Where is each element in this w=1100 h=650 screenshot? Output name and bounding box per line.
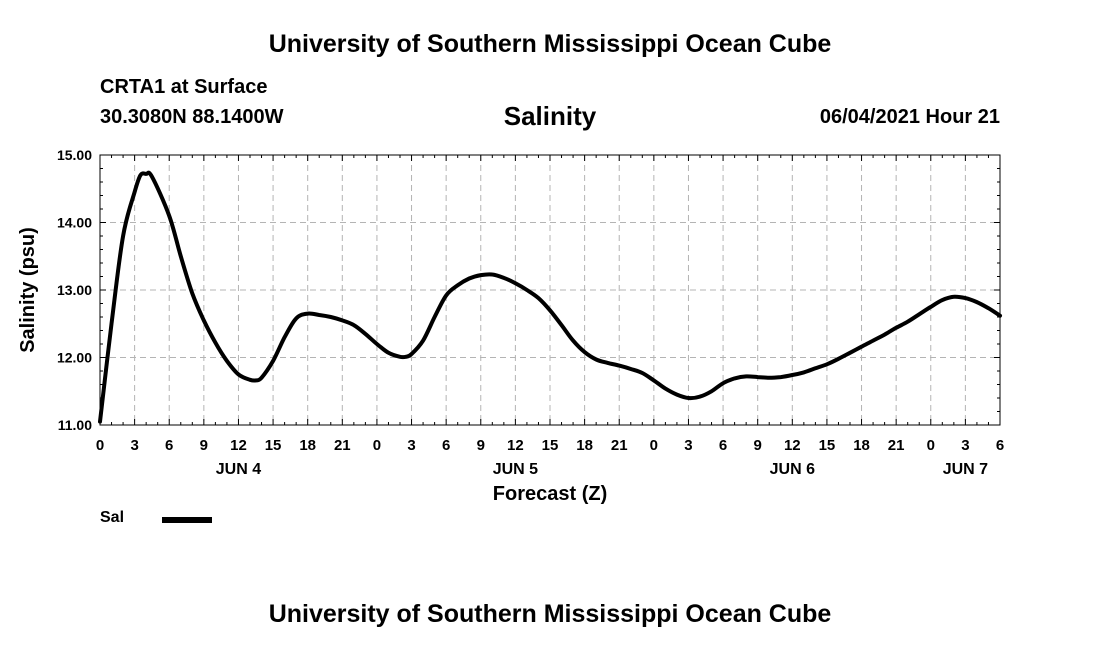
institution-title-bottom: University of Southern Mississippi Ocean… xyxy=(268,600,832,628)
x-axis-title: Forecast (Z) xyxy=(493,483,607,505)
x-tick-label: 21 xyxy=(611,437,628,454)
institution-title-top: University of Southern Mississippi Ocean… xyxy=(268,30,832,58)
y-tick-label: 11.00 xyxy=(58,417,92,433)
x-tick-label: 3 xyxy=(684,437,692,454)
x-tick-label: 12 xyxy=(784,437,801,454)
x-tick-label: 21 xyxy=(334,437,351,454)
x-tick-label: 15 xyxy=(819,437,836,454)
x-tick-label: 12 xyxy=(507,437,524,454)
x-tick-label: 9 xyxy=(754,437,762,454)
x-tick-label: 0 xyxy=(373,437,381,454)
day-label: JUN 6 xyxy=(770,461,815,478)
x-tick-label: 0 xyxy=(927,437,935,454)
axis-labels: 0 3 6 9 12 15 18 21 0 3 6 9 12 15 18 21 0 3 6 9 12 15 18 21 0 3 6 1… xyxy=(17,147,1004,505)
legend-label: Sal xyxy=(100,509,125,526)
station-coordinates: 30.3080N 88.1400W xyxy=(100,106,284,128)
y-tick-label: 15.00 xyxy=(57,147,92,163)
x-tick-label: 3 xyxy=(130,437,138,454)
x-tick-label: 3 xyxy=(407,437,415,454)
x-tick-label: 15 xyxy=(265,437,282,454)
day-label: JUN 4 xyxy=(216,461,261,478)
forecast-timestamp: 06/04/2021 Hour 21 xyxy=(819,106,1000,128)
y-axis-title: Salinity (psu) xyxy=(17,227,39,353)
x-tick-label: 6 xyxy=(996,437,1004,454)
x-tick-label: 9 xyxy=(477,437,485,454)
y-tick-label: 12.00 xyxy=(57,350,92,366)
x-tick-label: 0 xyxy=(650,437,658,454)
x-tick-label: 6 xyxy=(719,437,727,454)
x-tick-label: 21 xyxy=(888,437,905,454)
series-line-sal xyxy=(98,170,1002,424)
x-tick-label: 9 xyxy=(200,437,208,454)
x-tick-label: 18 xyxy=(853,437,870,454)
legend-line-swatch xyxy=(162,517,212,523)
station-name: CRTA1 at Surface xyxy=(100,76,268,98)
x-tick-label: 6 xyxy=(442,437,450,454)
day-label: JUN 5 xyxy=(493,461,538,478)
plot-frame xyxy=(99,154,1001,426)
x-tick-label: 15 xyxy=(542,437,559,454)
x-tick-label: 3 xyxy=(961,437,969,454)
x-tick-label: 18 xyxy=(576,437,593,454)
x-tick-label: 6 xyxy=(165,437,173,454)
grid-lines xyxy=(100,155,1000,425)
x-tick-label: 0 xyxy=(96,437,104,454)
x-tick-label: 12 xyxy=(230,437,247,454)
plot-title: Salinity xyxy=(503,101,597,131)
y-tick-label: 13.00 xyxy=(57,282,92,298)
day-label: JUN 7 xyxy=(943,461,988,478)
axes xyxy=(99,154,1001,426)
series-layer xyxy=(98,170,1002,424)
y-tick-label: 14.00 xyxy=(57,215,92,231)
x-tick-label: 18 xyxy=(299,437,316,454)
